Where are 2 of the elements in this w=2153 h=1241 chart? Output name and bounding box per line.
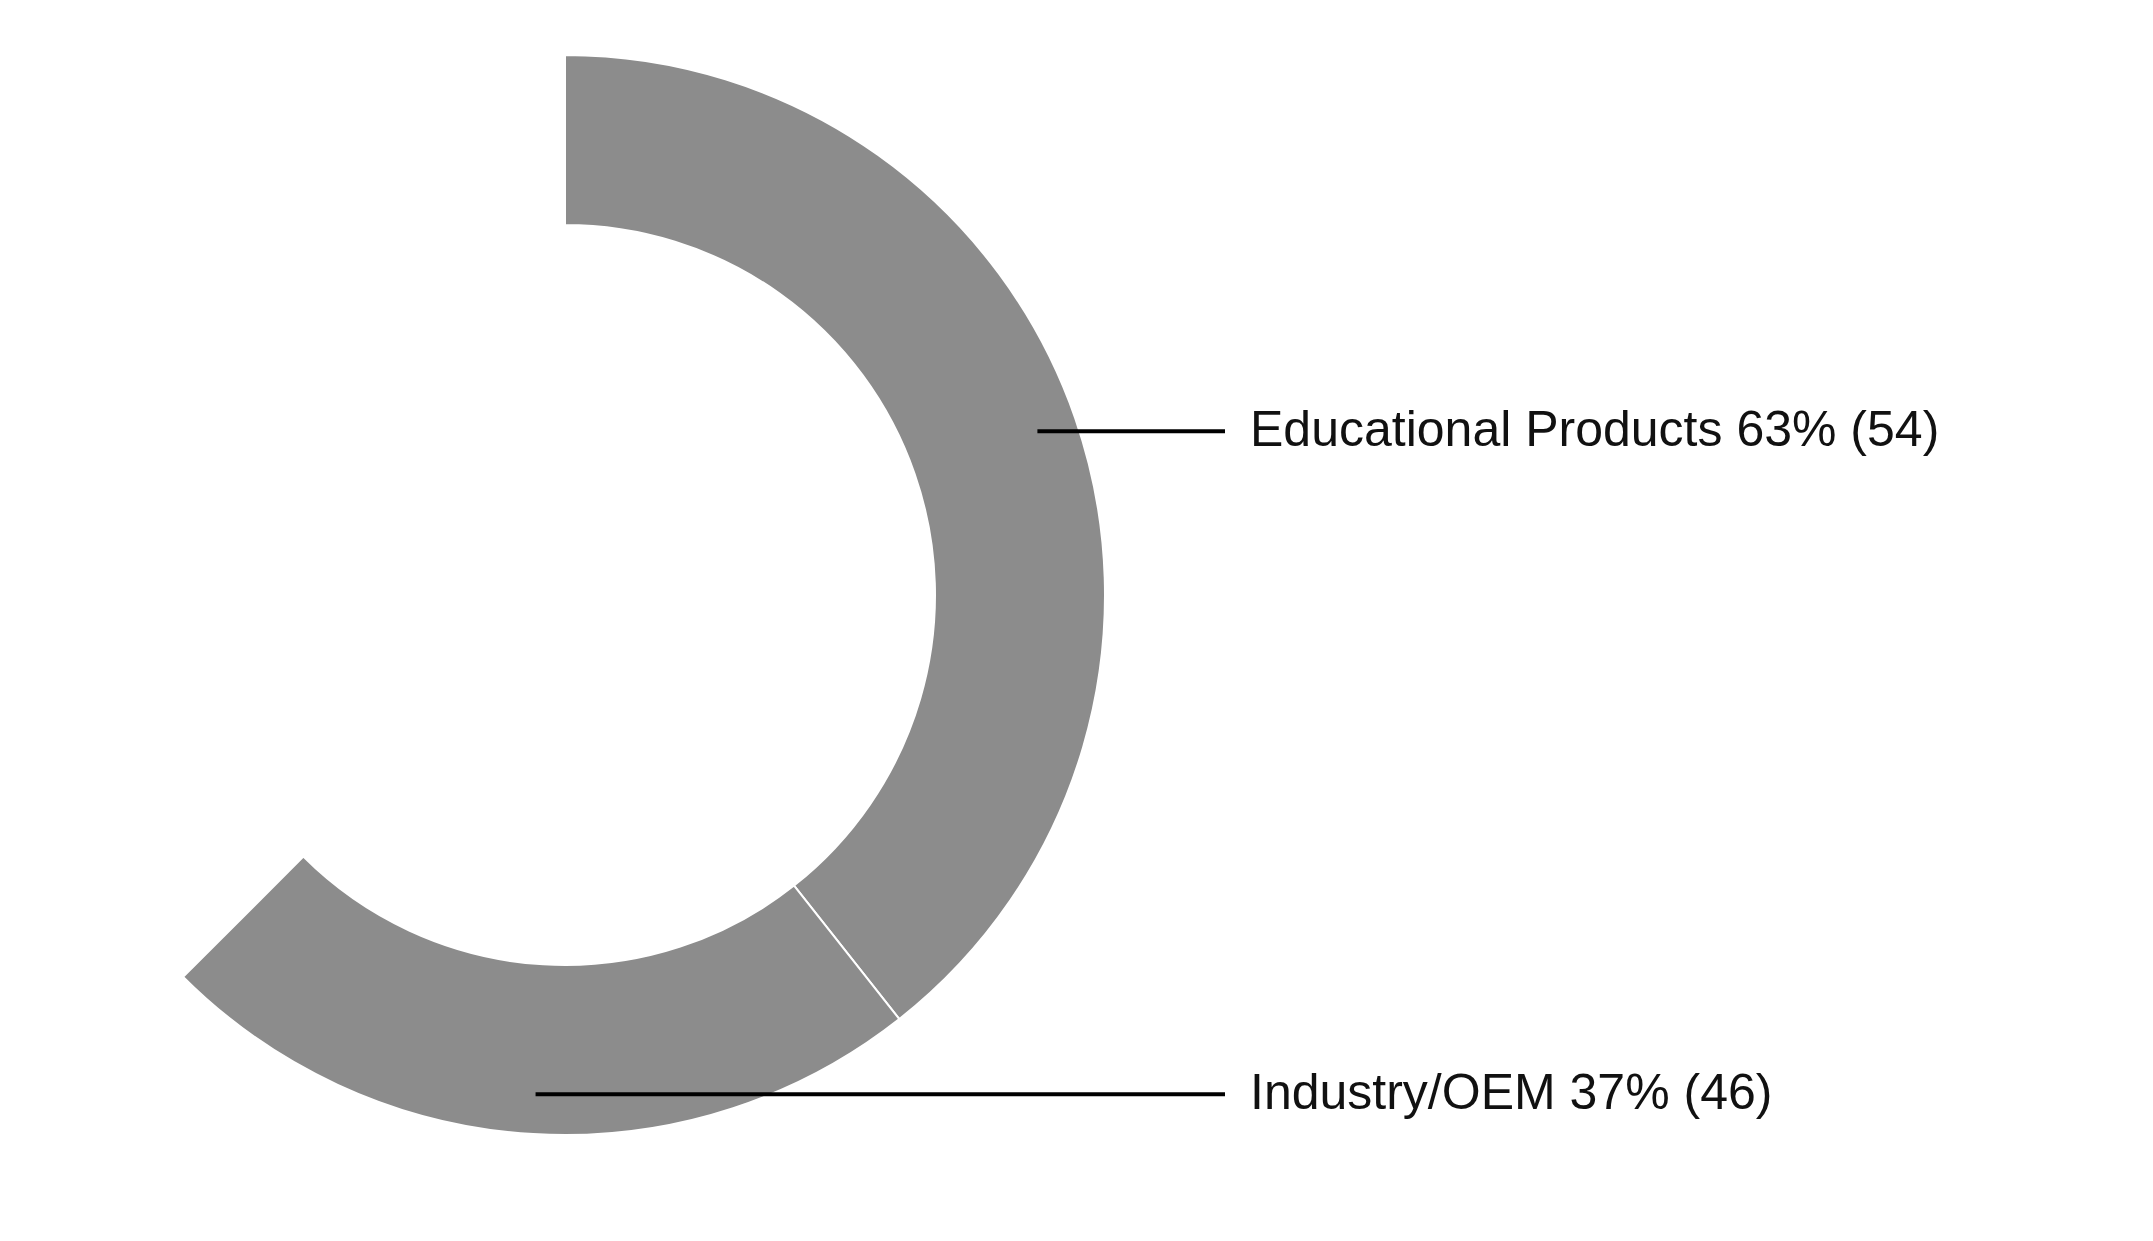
slice-label: Educational Products 63% (54) [1250, 401, 1940, 458]
slice-label: Industry/OEM 37% (46) [1250, 1064, 1773, 1121]
